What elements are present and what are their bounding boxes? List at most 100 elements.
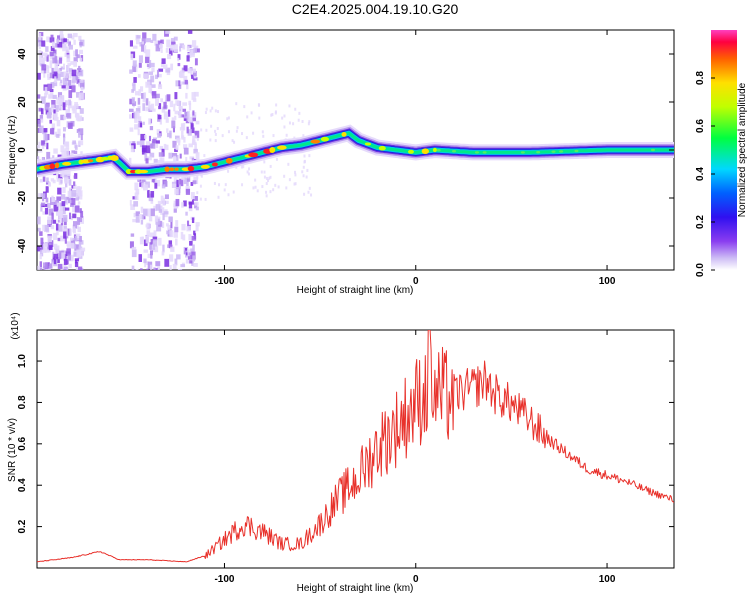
noise-speckle bbox=[150, 39, 154, 43]
noise-speckle bbox=[39, 115, 44, 121]
colorbar-ticks: 0.0 0.2 0.4 0.6 0.8 bbox=[695, 71, 715, 277]
noise-speckle bbox=[75, 192, 78, 200]
noise-speckle bbox=[165, 67, 171, 73]
noise-speckle bbox=[47, 235, 52, 243]
ridge-hotspot bbox=[574, 149, 579, 153]
noise-speckle bbox=[133, 212, 137, 218]
noise-speckle bbox=[188, 102, 192, 111]
noise-speckle bbox=[129, 127, 134, 132]
noise-speckle bbox=[53, 232, 58, 241]
noise-speckle bbox=[75, 49, 78, 57]
noise-speckle bbox=[179, 46, 182, 52]
noise-speckle bbox=[37, 245, 42, 252]
noise-speckle bbox=[129, 241, 134, 249]
noise-speckle bbox=[245, 136, 248, 140]
noise-speckle bbox=[172, 140, 177, 148]
ridge-hotspot bbox=[320, 136, 329, 142]
noise-speckle bbox=[53, 243, 58, 250]
noise-speckle bbox=[38, 107, 43, 112]
noise-speckle bbox=[51, 212, 54, 220]
noise-speckle bbox=[262, 134, 265, 138]
ridge-hotspot bbox=[269, 147, 276, 153]
noise-speckle bbox=[191, 261, 194, 266]
noise-speckle bbox=[190, 127, 195, 134]
noise-speckle bbox=[145, 145, 151, 154]
noise-speckle bbox=[159, 157, 163, 162]
noise-speckle bbox=[269, 164, 272, 168]
noise-speckle bbox=[63, 267, 69, 270]
noise-speckle bbox=[179, 153, 182, 159]
noise-speckle bbox=[163, 181, 168, 187]
noise-speckle bbox=[80, 133, 83, 141]
noise-speckle bbox=[150, 75, 155, 83]
noise-speckle bbox=[181, 131, 184, 139]
noise-speckle bbox=[140, 86, 144, 92]
noise-speckle bbox=[170, 246, 175, 252]
noise-speckle bbox=[65, 169, 71, 176]
noise-speckle bbox=[56, 38, 60, 44]
noise-speckle bbox=[241, 183, 244, 187]
noise-speckle bbox=[175, 238, 178, 246]
noise-speckle bbox=[145, 158, 149, 164]
noise-speckle bbox=[40, 237, 44, 245]
spec-ytick-label: 40 bbox=[17, 48, 28, 60]
noise-speckle bbox=[78, 217, 82, 223]
noise-speckle bbox=[139, 236, 144, 245]
noise-speckle bbox=[78, 140, 84, 146]
noise-speckle bbox=[44, 93, 48, 98]
noise-speckle bbox=[157, 84, 163, 90]
noise-speckle bbox=[163, 64, 168, 69]
noise-speckle bbox=[79, 235, 82, 242]
noise-speckle bbox=[68, 79, 72, 86]
snr-ytick-label: 0.8 bbox=[17, 395, 28, 409]
noise-speckle bbox=[173, 44, 178, 52]
noise-speckle bbox=[177, 62, 181, 67]
noise-speckle bbox=[294, 182, 297, 186]
noise-speckle bbox=[42, 176, 46, 182]
noise-speckle bbox=[40, 202, 46, 206]
noise-speckle bbox=[154, 40, 159, 46]
noise-speckle bbox=[150, 239, 154, 245]
noise-speckle bbox=[192, 255, 196, 262]
ridge-hotspot bbox=[559, 150, 564, 153]
noise-speckle bbox=[185, 188, 191, 195]
noise-speckle bbox=[64, 100, 69, 105]
noise-speckle bbox=[137, 97, 141, 105]
noise-speckle bbox=[293, 182, 296, 186]
noise-speckle bbox=[44, 86, 49, 95]
noise-speckle bbox=[142, 121, 145, 126]
colorbar: 0.0 0.2 0.4 0.6 0.8 Normalized spectral ampl… bbox=[695, 30, 748, 277]
noise-speckle bbox=[67, 174, 71, 180]
noise-speckle bbox=[47, 83, 53, 91]
noise-speckle bbox=[67, 99, 72, 106]
noise-speckle bbox=[72, 73, 77, 80]
noise-speckle bbox=[188, 207, 193, 212]
noise-speckle bbox=[141, 178, 146, 182]
noise-speckle bbox=[195, 152, 200, 161]
ridge-hotspot bbox=[125, 169, 132, 175]
noise-speckle bbox=[66, 241, 72, 247]
snr-series-line bbox=[37, 330, 674, 563]
noise-speckle bbox=[195, 206, 199, 211]
noise-speckle bbox=[51, 67, 54, 75]
noise-speckle bbox=[277, 185, 280, 189]
noise-speckle bbox=[148, 85, 152, 94]
noise-speckle bbox=[65, 196, 71, 204]
noise-speckle bbox=[148, 135, 152, 142]
noise-speckle bbox=[159, 205, 163, 210]
noise-speckle bbox=[301, 120, 304, 124]
noise-speckle bbox=[70, 61, 74, 65]
noise-speckle bbox=[307, 122, 310, 126]
spec-ytick-label: -40 bbox=[17, 238, 28, 253]
noise-speckle bbox=[143, 180, 147, 184]
noise-speckle bbox=[139, 139, 145, 148]
noise-speckle bbox=[62, 102, 66, 111]
noise-speckle bbox=[64, 52, 67, 57]
noise-speckle bbox=[73, 184, 77, 189]
noise-speckle bbox=[181, 135, 185, 140]
noise-speckle bbox=[186, 220, 190, 228]
noise-speckle bbox=[131, 97, 135, 104]
noise-speckle bbox=[43, 203, 48, 208]
noise-speckle bbox=[50, 34, 54, 42]
noise-speckle bbox=[294, 173, 297, 177]
